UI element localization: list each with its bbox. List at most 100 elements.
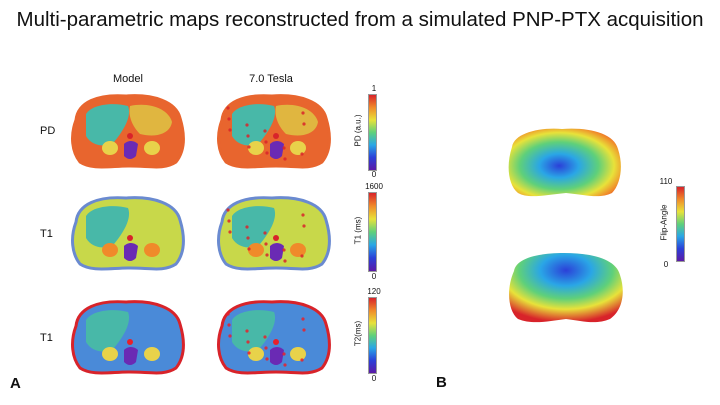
flip-angle-colorbar-min: 0 [663,260,669,269]
row-label-pd: PD [40,125,56,137]
liver-region [86,206,130,248]
aorta [273,133,279,139]
spleen-region [129,206,172,238]
noise-speckle [227,117,231,121]
noise-speckle [282,352,286,356]
aorta [127,235,133,241]
panel-b-letter: B [436,374,447,391]
kidney-right [290,243,306,257]
noise-speckle [301,111,305,115]
noise-speckle [265,253,269,257]
kidney-right [290,141,306,155]
spine-region [124,243,138,261]
spine-region [270,141,284,159]
noise-speckle [226,312,230,316]
noise-speckle [263,231,267,235]
noise-speckle [247,351,251,355]
kidney-left [102,141,118,155]
noise-speckle [282,146,286,150]
liver-region [232,104,276,146]
aorta [127,339,133,345]
noise-speckle [264,242,268,246]
column-header-7tesla: 7.0 Tesla [249,73,293,85]
pd-colorbar-max: 1 [371,84,377,93]
noise-speckle [226,208,230,212]
noise-speckle [226,106,230,110]
kidney-right [144,243,160,257]
noise-speckle [227,323,231,327]
flip-angle-map-top [508,128,621,197]
mri-slice-row3-model [71,300,185,375]
noise-speckle [264,346,268,350]
noise-speckle [282,248,286,252]
aorta [273,339,279,345]
liver-region [86,104,130,146]
noise-speckle [245,123,249,127]
noise-speckle [246,134,250,138]
t1-colorbar-label: T1 (ms) [353,216,363,245]
liver-region [232,206,276,248]
noise-speckle [245,329,249,333]
noise-speckle [300,152,304,156]
aorta [273,235,279,241]
kidney-left [102,243,118,257]
mri-slice-row2-7tesla [217,196,331,271]
t2-colorbar [368,297,377,374]
noise-speckle [246,340,250,344]
mri-slice-row1-model [71,94,185,169]
noise-speckle [265,357,269,361]
spleen-region [129,104,172,136]
row-label-t1: T1 [40,228,53,240]
row-label-t2: T1 [40,332,53,344]
noise-speckle [300,358,304,362]
noise-speckle [283,363,287,367]
kidney-right [144,347,160,361]
spine-region [270,347,284,365]
noise-speckle [246,236,250,240]
flip-angle-maps [508,128,623,323]
noise-speckle [264,140,268,144]
spine-region [270,243,284,261]
spleen-region [275,206,318,238]
noise-speckle [301,317,305,321]
kidney-right [144,141,160,155]
aorta [127,133,133,139]
column-header-model: Model [113,73,143,85]
panel-a-letter: A [10,375,21,392]
noise-speckle [263,129,267,133]
noise-speckle [283,259,287,263]
kidney-left [248,141,264,155]
pd-colorbar [368,94,377,171]
flip-angle-colorbar-label: Flip-Angle [659,204,669,241]
liver-region [86,310,130,352]
t2-colorbar-min: 0 [371,374,377,383]
noise-speckle [247,145,251,149]
t2-colorbar-label: T2(ms) [353,320,363,347]
kidney-left [102,347,118,361]
kidney-left [248,347,264,361]
spine-region [124,141,138,159]
noise-speckle [302,224,306,228]
noise-speckle [265,151,269,155]
noise-speckle [228,128,232,132]
noise-speckle [301,213,305,217]
noise-speckle [228,230,232,234]
t2-colorbar-max: 120 [367,287,381,296]
mri-slice-row2-model [71,196,185,271]
noise-speckle [302,122,306,126]
figure-title: Multi-parametric maps reconstructed from… [16,8,704,31]
spine-region [124,347,138,365]
mri-slice-row3-7tesla [217,300,331,375]
t1-colorbar-max: 1600 [365,182,383,191]
spleen-region [275,104,318,136]
pd-colorbar-label: PD (a.u.) [353,114,363,147]
mri-slice-row1-7tesla [217,94,331,169]
pd-colorbar-min: 0 [371,170,377,179]
noise-speckle [302,328,306,332]
noise-speckle [228,334,232,338]
noise-speckle [300,254,304,258]
t1-colorbar [368,192,377,272]
noise-speckle [227,219,231,223]
kidney-right [290,347,306,361]
noise-speckle [247,247,251,251]
